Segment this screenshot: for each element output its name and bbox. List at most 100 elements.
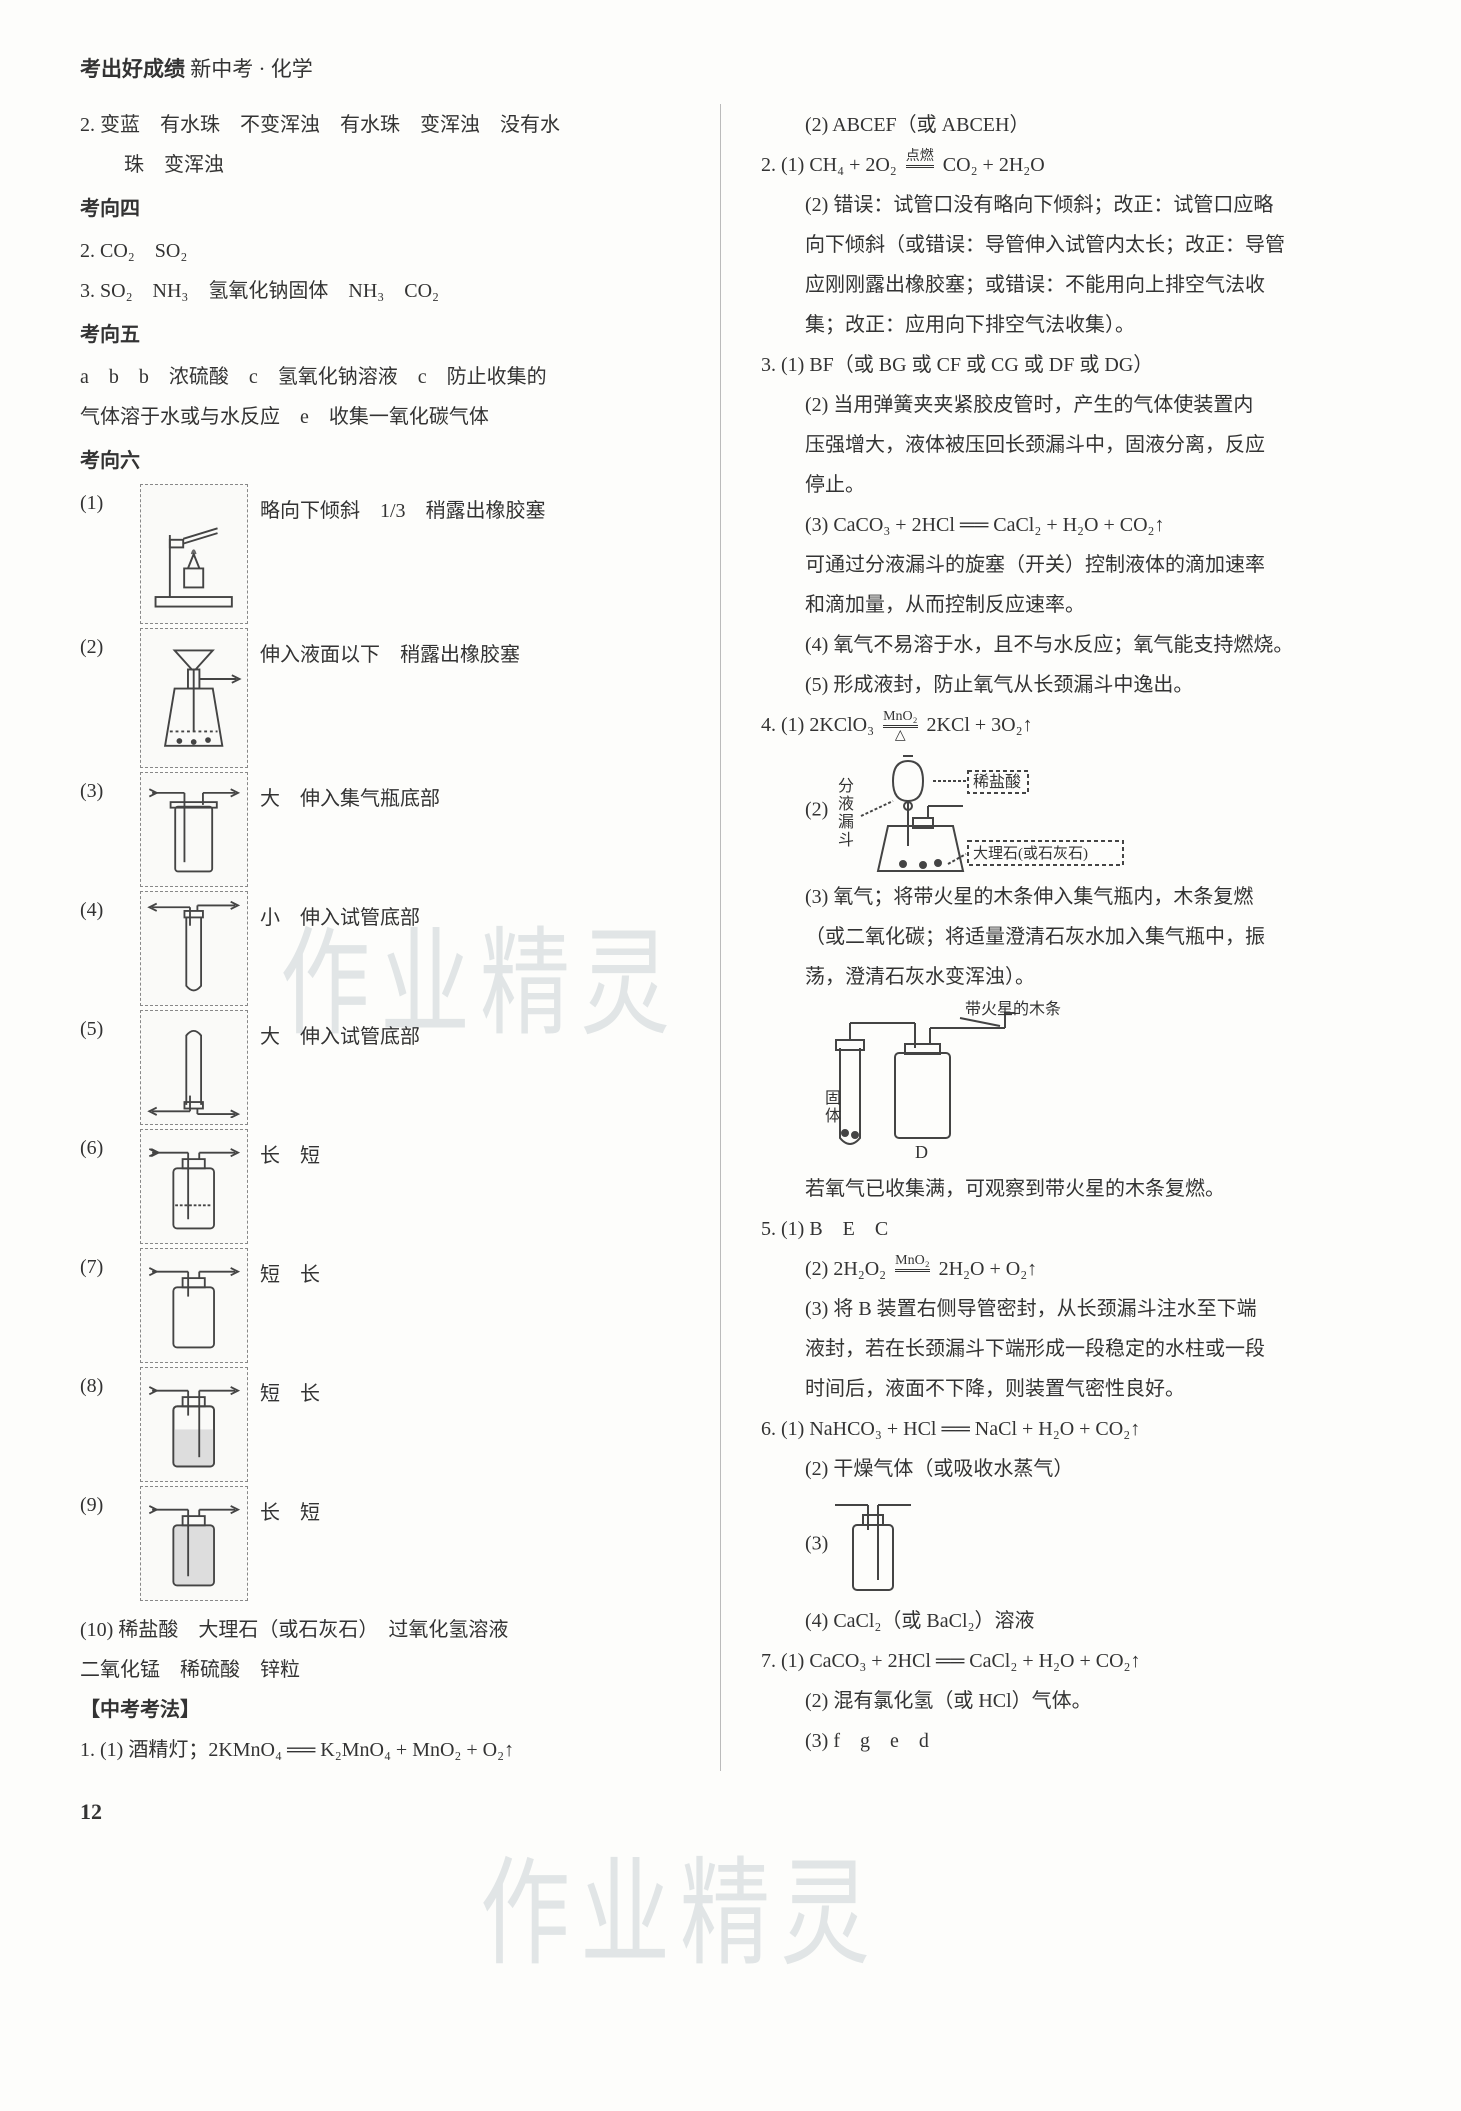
- section-zkkf: 【中考考法】: [80, 1691, 680, 1729]
- item-number: (1): [80, 484, 128, 522]
- header-bold: 考出好成绩: [80, 57, 185, 81]
- apparatus-item: (9) 长 短: [80, 1486, 680, 1601]
- equation-line: 4. (1) 2KClO₃ MnO₂△ 2KCl + 3O₂↑: [761, 706, 1391, 744]
- svg-text:D: D: [915, 1142, 928, 1162]
- diagram-row: 固 体 带火星的木条 D: [761, 998, 1391, 1168]
- right-line: (4) 氧气不易溶于水，且不与水反应；氧气能支持燃烧。: [761, 626, 1391, 664]
- svg-text:固: 固: [825, 1090, 841, 1107]
- svg-text:漏: 漏: [838, 813, 854, 831]
- diagram-row: (2) 分 液 漏 斗 稀盐酸: [761, 746, 1391, 876]
- item-text: 伸入液面以下 稍露出橡胶塞: [260, 628, 680, 674]
- item-number: (3): [80, 772, 128, 810]
- apparatus-diagram-bottle-full: [140, 1486, 248, 1601]
- right-line: (3) 将 B 装置右侧导管密封，从长颈漏斗注水至下端: [761, 1290, 1391, 1328]
- section-kx6: 考向六: [80, 442, 680, 480]
- item-number: (9): [80, 1486, 128, 1524]
- label-funnel: 分: [838, 777, 854, 795]
- reaction-condition: MnO₂: [891, 1254, 933, 1287]
- right-line: (3) f g e d: [761, 1722, 1391, 1760]
- left-line: 气体溶于水或与水反应 e 收集一氧化碳气体: [80, 398, 680, 436]
- item-text: 小 伸入试管底部: [260, 891, 680, 937]
- right-line: 若氧气已收集满，可观察到带火星的木条复燃。: [761, 1170, 1391, 1208]
- item-number: (5): [80, 1010, 128, 1048]
- item-text: 短 长: [260, 1367, 680, 1413]
- item-text: 长 短: [260, 1486, 680, 1532]
- small-bottle-diagram: [833, 1490, 913, 1600]
- equation-line: 2. (1) CH₄ + 2O₂ 点燃 CO₂ + 2H₂O: [761, 146, 1391, 184]
- apparatus-item: (5) 大 伸入试管底部: [80, 1010, 680, 1125]
- apparatus-diagram-test-tube-down: [140, 891, 248, 1006]
- apparatus-diagram-wash-bottle: [140, 1129, 248, 1244]
- apparatus-diagram-gas-jar: [140, 772, 248, 887]
- svg-text:体: 体: [825, 1107, 841, 1125]
- right-line: 可通过分液漏斗的旋塞（开关）控制液体的滴加速率: [761, 546, 1391, 584]
- left-line: 2. CO₂ SO₂: [80, 232, 680, 270]
- right-line: （或二氧化碳；将适量澄清石灰水加入集气瓶中，振: [761, 918, 1391, 956]
- item-text: 长 短: [260, 1129, 680, 1175]
- right-line: 停止。: [761, 466, 1391, 504]
- item-number: (7): [80, 1248, 128, 1286]
- item-text: 大 伸入集气瓶底部: [260, 772, 680, 818]
- right-line: 应刚刚露出橡胶塞；或错误：不能用向上排空气法收: [761, 266, 1391, 304]
- reaction-condition: MnO₂△: [879, 710, 921, 743]
- item-number: (2): [805, 798, 828, 820]
- funnel-flask-diagram: 分 液 漏 斗 稀盐酸 大理石(或石灰石): [833, 746, 1133, 876]
- reaction-condition: 点燃: [902, 150, 938, 183]
- svg-text:液: 液: [838, 795, 854, 813]
- right-line: 时间后，液面不下降，则装置气密性良好。: [761, 1370, 1391, 1408]
- right-line: (3) 氧气；将带火星的木条伸入集气瓶内，木条复燃: [761, 878, 1391, 916]
- eq-part: CO₂ + 2H₂O: [943, 154, 1045, 176]
- watermark: 作业精灵: [480, 1804, 880, 2026]
- left-line: (10) 稀盐酸 大理石（或石灰石） 过氧化氢溶液: [80, 1611, 680, 1649]
- svg-text:斗: 斗: [838, 832, 854, 849]
- apparatus-item: (6) 长 短: [80, 1129, 680, 1244]
- apparatus-item: (7) 短 长: [80, 1248, 680, 1363]
- right-line: 荡，澄清石灰水变浑浊）。: [761, 958, 1391, 996]
- right-line: 7. (1) CaCO₃ + 2HCl ══ CaCl₂ + H₂O + CO₂…: [761, 1642, 1391, 1680]
- right-line: 5. (1) B E C: [761, 1210, 1391, 1248]
- apparatus-diagram-test-tube-up: [140, 1010, 248, 1125]
- left-line: 2. 变蓝 有水珠 不变浑浊 有水珠 变浑浊 没有水: [80, 106, 680, 144]
- right-line: (4) CaCl₂（或 BaCl₂）溶液: [761, 1602, 1391, 1640]
- eq-part: 2. (1) CH₄ + 2O₂: [761, 154, 897, 176]
- item-number: (4): [80, 891, 128, 929]
- item-number: (3): [805, 1532, 828, 1554]
- right-line: (2) 当用弹簧夹夹紧胶皮管时，产生的气体使装置内: [761, 386, 1391, 424]
- right-line: (2) 混有氯化氢（或 HCl）气体。: [761, 1682, 1391, 1720]
- right-line: 集；改正：应用向下排空气法收集）。: [761, 306, 1391, 344]
- two-column-layout: 2. 变蓝 有水珠 不变浑浊 有水珠 变浑浊 没有水 珠 变浑浊 考向四 2. …: [80, 104, 1391, 1771]
- left-line: 珠 变浑浊: [80, 146, 680, 184]
- right-line: (3) CaCO₃ + 2HCl ══ CaCl₂ + H₂O + CO₂↑: [761, 506, 1391, 544]
- left-column: 2. 变蓝 有水珠 不变浑浊 有水珠 变浑浊 没有水 珠 变浑浊 考向四 2. …: [80, 104, 680, 1771]
- item-number: (6): [80, 1129, 128, 1167]
- equation-line: (2) 2H₂O₂ MnO₂ 2H₂O + O₂↑: [761, 1250, 1391, 1288]
- left-line: 1. (1) 酒精灯；2KMnO₄ ══ K₂MnO₄ + MnO₂ + O₂↑: [80, 1731, 680, 1769]
- apparatus-item: (3) 大 伸入集气瓶底部: [80, 772, 680, 887]
- left-line: 3. SO₂ NH₃ 氢氧化钠固体 NH₃ CO₂: [80, 272, 680, 310]
- eq-part: 2KCl + 3O₂↑: [927, 714, 1033, 736]
- column-divider: [720, 104, 721, 1771]
- right-line: 3. (1) BF（或 BG 或 CF 或 CG 或 DF 或 DG）: [761, 346, 1391, 384]
- apparatus-diagram-flask-funnel: [140, 628, 248, 768]
- eq-part: 4. (1) 2KClO₃: [761, 714, 874, 736]
- label-marble: 大理石(或石灰石): [973, 845, 1088, 862]
- right-column: (2) ABCEF（或 ABCEH） 2. (1) CH₄ + 2O₂ 点燃 C…: [761, 104, 1391, 1771]
- right-line: 6. (1) NaHCO₃ + HCl ══ NaCl + H₂O + CO₂↑: [761, 1410, 1391, 1448]
- eq-part: (2) 2H₂O₂: [805, 1258, 886, 1280]
- item-text: 短 长: [260, 1248, 680, 1294]
- item-text: 略向下倾斜 1/3 稍露出橡胶塞: [260, 484, 680, 530]
- collection-diagram: 固 体 带火星的木条 D: [805, 998, 1125, 1168]
- label-acid: 稀盐酸: [973, 773, 1021, 791]
- left-line: 二氧化锰 稀硫酸 锌粒: [80, 1651, 680, 1689]
- right-line: 液封，若在长颈漏斗下端形成一段稳定的水柱或一段: [761, 1330, 1391, 1368]
- right-line: 压强增大，液体被压回长颈漏斗中，固液分离，反应: [761, 426, 1391, 464]
- right-line: (5) 形成液封，防止氧气从长颈漏斗中逸出。: [761, 666, 1391, 704]
- item-number: (2): [80, 628, 128, 666]
- item-number: (8): [80, 1367, 128, 1405]
- apparatus-diagram-heating-stand: [140, 484, 248, 624]
- page-header: 考出好成绩 新中考 · 化学: [80, 50, 1391, 90]
- diagram-row: (3): [761, 1490, 1391, 1600]
- apparatus-item: (1) 略向下倾斜 1/3 稍露出橡胶塞: [80, 484, 680, 624]
- apparatus-item: (4) 小 伸入试管底部: [80, 891, 680, 1006]
- eq-part: 2H₂O + O₂↑: [939, 1258, 1038, 1280]
